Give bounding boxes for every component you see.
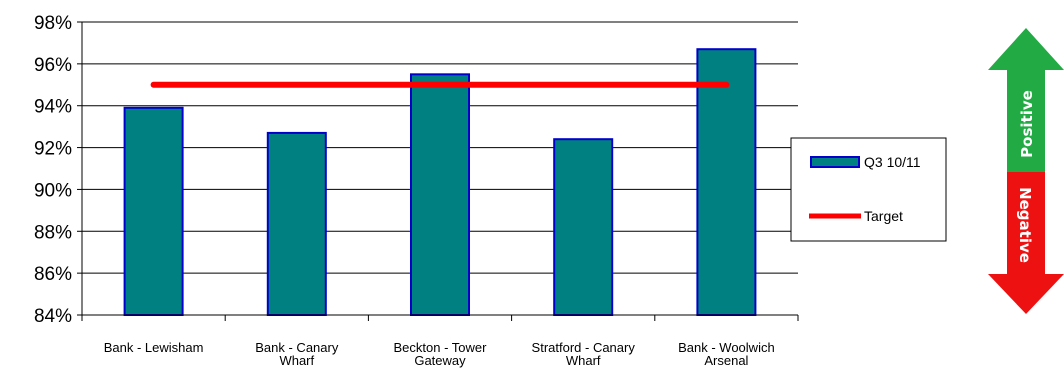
performance-indicator: Positive Negative <box>988 28 1064 314</box>
y-tick-label: 84% <box>34 306 72 327</box>
x-tick-label: Beckton - Tower <box>394 340 488 355</box>
legend-label-bar: Q3 10/11 <box>864 154 921 170</box>
y-tick-label: 98% <box>34 13 72 34</box>
legend-label-target: Target <box>864 208 903 224</box>
y-tick-label: 88% <box>34 222 72 243</box>
positive-arrow-icon <box>988 28 1064 172</box>
y-tick-label: 96% <box>34 55 72 76</box>
x-tick-label: Gateway <box>414 353 466 368</box>
bar <box>123 106 184 316</box>
bar <box>410 73 470 316</box>
x-tick-label: Bank - Canary <box>255 340 339 355</box>
y-axis-ticks: 84% 86% 88% 90% 92% 94% 96% 98% <box>34 13 82 327</box>
positive-label: Positive <box>1018 90 1036 158</box>
x-tick-label: Wharf <box>566 353 601 368</box>
bar <box>266 131 327 316</box>
bar <box>553 138 614 316</box>
legend-box <box>790 137 947 242</box>
bar <box>696 48 757 316</box>
y-tick-label: 94% <box>34 97 72 118</box>
negative-label: Negative <box>1016 187 1034 263</box>
negative-arrow-icon <box>988 172 1064 314</box>
x-tick-label: Bank - Lewisham <box>104 340 204 355</box>
legend-bar-swatch <box>810 156 860 168</box>
legend: Q3 10/11 Target <box>790 137 947 242</box>
axes <box>81 22 798 316</box>
x-tick-label: Arsenal <box>704 353 748 368</box>
y-tick-label: 92% <box>34 139 72 160</box>
y-tick-label: 86% <box>34 264 72 285</box>
x-axis-ticks: Bank - Lewisham Bank - CanaryWharfBeckton… <box>81 315 799 368</box>
x-tick-label: Wharf <box>279 353 314 368</box>
x-tick-label: Stratford - Canary <box>532 340 636 355</box>
y-tick-label: 90% <box>34 180 72 201</box>
bars <box>123 48 757 316</box>
x-tick-label: Bank - Woolwich <box>678 340 775 355</box>
